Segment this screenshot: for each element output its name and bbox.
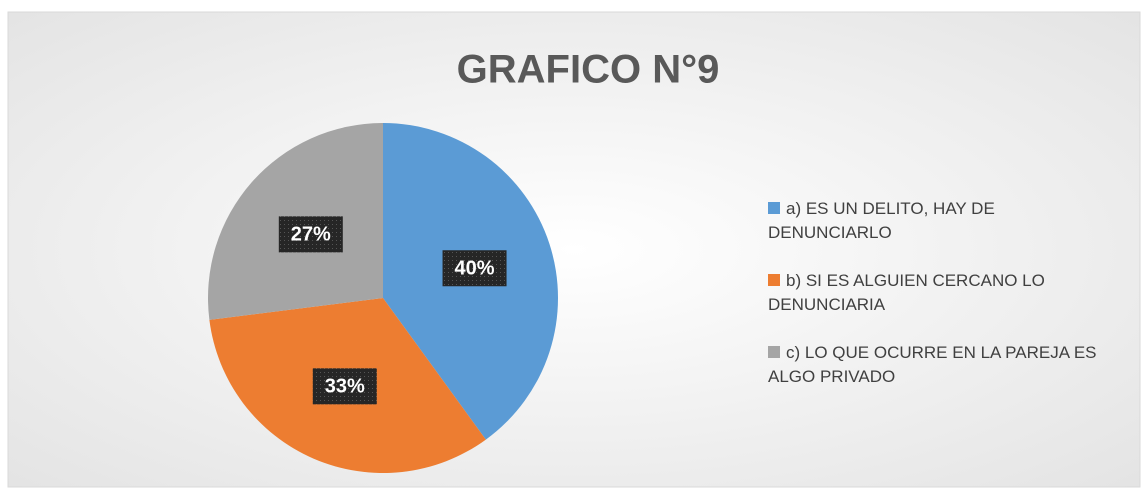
data-label: 27%	[291, 224, 331, 246]
legend-swatch	[768, 202, 780, 214]
legend-label: a) ES UN DELITO, HAY DE DENUNCIARLO	[768, 199, 995, 242]
legend-entry: c) LO QUE OCURRE EN LA PAREJA ES ALGO PR…	[768, 341, 1118, 389]
data-label: 40%	[455, 258, 495, 280]
legend-entry: a) ES UN DELITO, HAY DE DENUNCIARLO	[768, 197, 1118, 245]
legend-swatch	[768, 346, 780, 358]
legend-label: b) SI ES ALGUIEN CERCANO LO DENUNCIARIA	[768, 271, 1045, 314]
data-label-box	[312, 368, 377, 405]
data-label-box	[442, 250, 507, 287]
chart-title: GRAFICO N°9	[457, 48, 720, 92]
legend-label: c) LO QUE OCURRE EN LA PAREJA ES ALGO PR…	[768, 343, 1097, 386]
legend-entry: b) SI ES ALGUIEN CERCANO LO DENUNCIARIA	[768, 269, 1118, 317]
legend-swatch	[768, 274, 780, 286]
data-label-box	[278, 216, 343, 253]
chart-area	[7, 11, 1141, 488]
data-label: 33%	[325, 376, 365, 398]
